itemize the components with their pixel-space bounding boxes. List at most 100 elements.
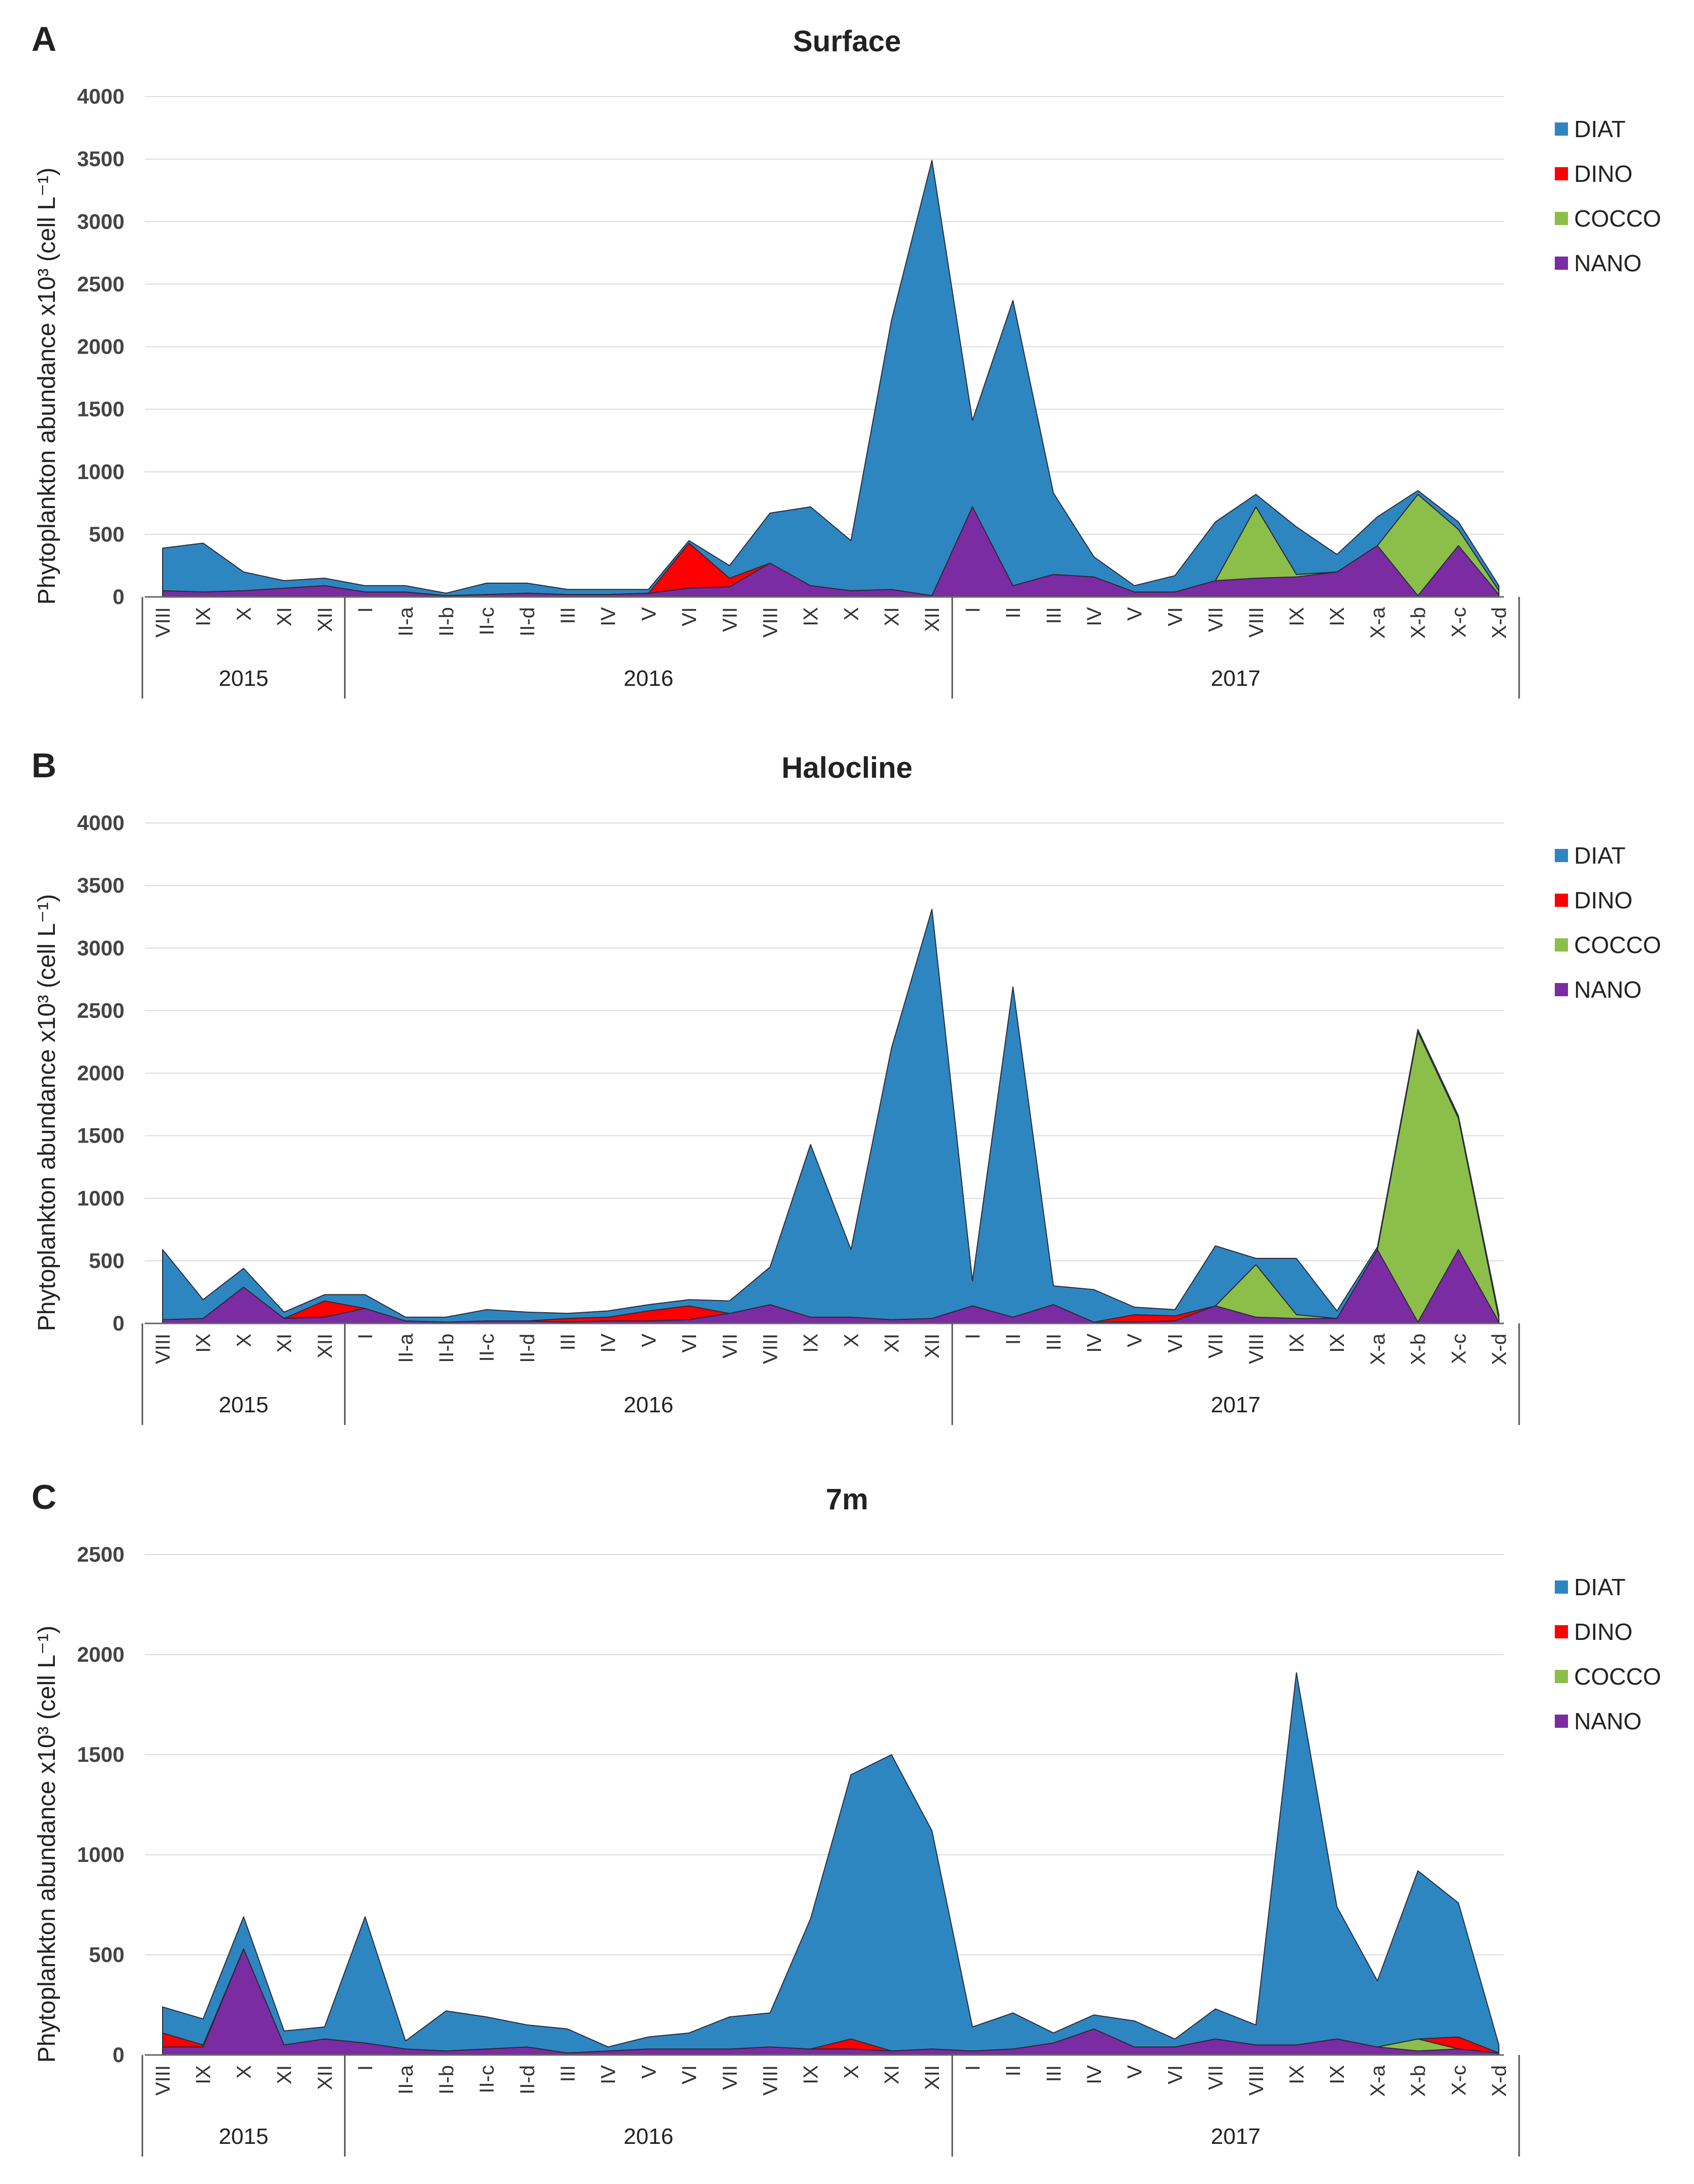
x-tick-label: VI: [1164, 1334, 1186, 1353]
legend-swatch-diat: [1555, 1580, 1568, 1594]
x-tick-label: X-a: [1367, 1333, 1389, 1365]
y-tick-label: 500: [89, 522, 124, 546]
legend-label: COCCO: [1574, 1663, 1661, 1690]
y-tick-label: 500: [89, 1943, 124, 1967]
x-tick-label: VIII: [152, 1334, 174, 1364]
x-tick-label: X-d: [1488, 2065, 1511, 2097]
y-tick-label: 2000: [77, 1061, 124, 1085]
x-tick-label: V: [638, 607, 660, 621]
y-tick-label: 3000: [77, 209, 124, 233]
legend-label: DIAT: [1574, 842, 1626, 869]
y-tick-label: 1000: [77, 1186, 124, 1210]
y-tick-label: 2500: [77, 1542, 124, 1566]
legend-label: DINO: [1574, 887, 1633, 913]
x-tick-label: III: [1043, 2065, 1065, 2082]
y-tick-label: 1500: [77, 1743, 124, 1766]
x-tick-label: II-c: [476, 1334, 498, 1362]
legend-item: COCCO: [1555, 923, 1661, 967]
x-tick-label: II-b: [435, 1334, 458, 1363]
x-tick-label: V: [1124, 2065, 1146, 2079]
x-tick-label: II-c: [476, 607, 498, 636]
x-tick-label: XII: [921, 607, 944, 632]
x-tick-label: I: [355, 1334, 377, 1339]
legend-swatch-dino: [1555, 894, 1568, 907]
x-tick-label: X: [233, 2065, 255, 2079]
x-tick-label: XII: [314, 1334, 336, 1358]
x-tick-label: II-c: [476, 2065, 498, 2094]
x-tick-label: X: [840, 2065, 863, 2079]
x-tick-label: VIII: [1245, 607, 1268, 638]
legend-item: NANO: [1555, 967, 1661, 1012]
legend-item: NANO: [1555, 241, 1661, 286]
x-tick-label: VI: [678, 1334, 701, 1353]
x-tick-label: X-c: [1448, 2065, 1470, 2096]
legend-swatch-dino: [1555, 1625, 1568, 1638]
year-label: 2017: [1211, 1392, 1261, 1417]
x-tick-label: VI: [678, 607, 701, 626]
x-tick-label: III: [1043, 607, 1065, 624]
x-tick-label: II-b: [435, 607, 458, 637]
x-tick-label: IX: [800, 607, 822, 626]
legend-swatch-cocco: [1555, 938, 1568, 952]
panel-letter: B: [32, 746, 57, 785]
x-tick-label: I: [962, 1334, 984, 1339]
legend-swatch-nano: [1555, 983, 1568, 996]
x-tick-label: X-b: [1407, 607, 1430, 639]
y-tick-label: 1500: [77, 397, 124, 421]
x-tick-label: X-c: [1448, 1334, 1470, 1364]
x-tick-label: XI: [881, 2065, 903, 2084]
x-tick-label: XI: [881, 1334, 903, 1353]
x-tick-label: X-a: [1367, 607, 1389, 639]
x-tick-label: III: [557, 607, 579, 624]
x-tick-label: VII: [1205, 2065, 1227, 2090]
legend-swatch-diat: [1555, 122, 1568, 136]
x-tick-label: IV: [1083, 607, 1106, 626]
legend-label: DINO: [1574, 1619, 1633, 1645]
y-tick-label: 1000: [77, 1843, 124, 1866]
x-tick-label: X-a: [1367, 2065, 1389, 2097]
x-tick-label: III: [1043, 1334, 1065, 1350]
x-tick-label: X: [233, 607, 255, 621]
x-tick-label: VII: [719, 2065, 741, 2090]
x-tick-label: III: [557, 2065, 579, 2082]
x-tick-label: XI: [273, 2065, 296, 2084]
x-tick-label: III: [557, 1334, 579, 1350]
x-tick-label: IX: [1326, 2065, 1348, 2084]
x-tick-label: VIII: [760, 1334, 782, 1364]
x-tick-label: II-b: [435, 2065, 458, 2095]
x-tick-label: I: [962, 607, 984, 613]
legend-swatch-nano: [1555, 257, 1568, 270]
y-tick-label: 0: [113, 1311, 124, 1335]
y-tick-label: 0: [113, 585, 124, 609]
y-tick-label: 1500: [77, 1124, 124, 1148]
x-tick-label: I: [962, 2065, 984, 2071]
year-label: 2017: [1211, 2124, 1261, 2149]
legend-item: COCCO: [1555, 196, 1661, 241]
x-tick-label: IV: [598, 1334, 620, 1353]
x-tick-label: II-a: [395, 607, 417, 637]
legend-swatch-nano: [1555, 1715, 1568, 1728]
legend-label: COCCO: [1574, 205, 1661, 232]
x-tick-label: VIII: [1245, 1334, 1268, 1364]
year-label: 2016: [623, 1392, 673, 1417]
panel-letter: C: [32, 1478, 57, 1516]
x-tick-label: IV: [598, 607, 620, 626]
x-tick-label: II: [1002, 2065, 1025, 2076]
legend-item: DIAT: [1555, 107, 1661, 151]
year-label: 2015: [218, 666, 268, 691]
legend-item: DINO: [1555, 878, 1661, 923]
x-tick-label: VIII: [152, 2065, 174, 2096]
x-tick-label: VII: [1205, 607, 1227, 632]
y-tick-label: 3000: [77, 936, 124, 960]
legend-label: NANO: [1574, 250, 1642, 276]
x-tick-label: VII: [719, 607, 741, 632]
legend-label: NANO: [1574, 1708, 1642, 1734]
x-tick-label: IX: [1326, 1334, 1348, 1353]
legend-label: COCCO: [1574, 932, 1661, 958]
x-tick-label: XI: [273, 607, 296, 626]
x-tick-label: X: [840, 607, 863, 621]
x-tick-label: X: [233, 1334, 255, 1347]
x-tick-label: V: [1124, 1334, 1146, 1347]
